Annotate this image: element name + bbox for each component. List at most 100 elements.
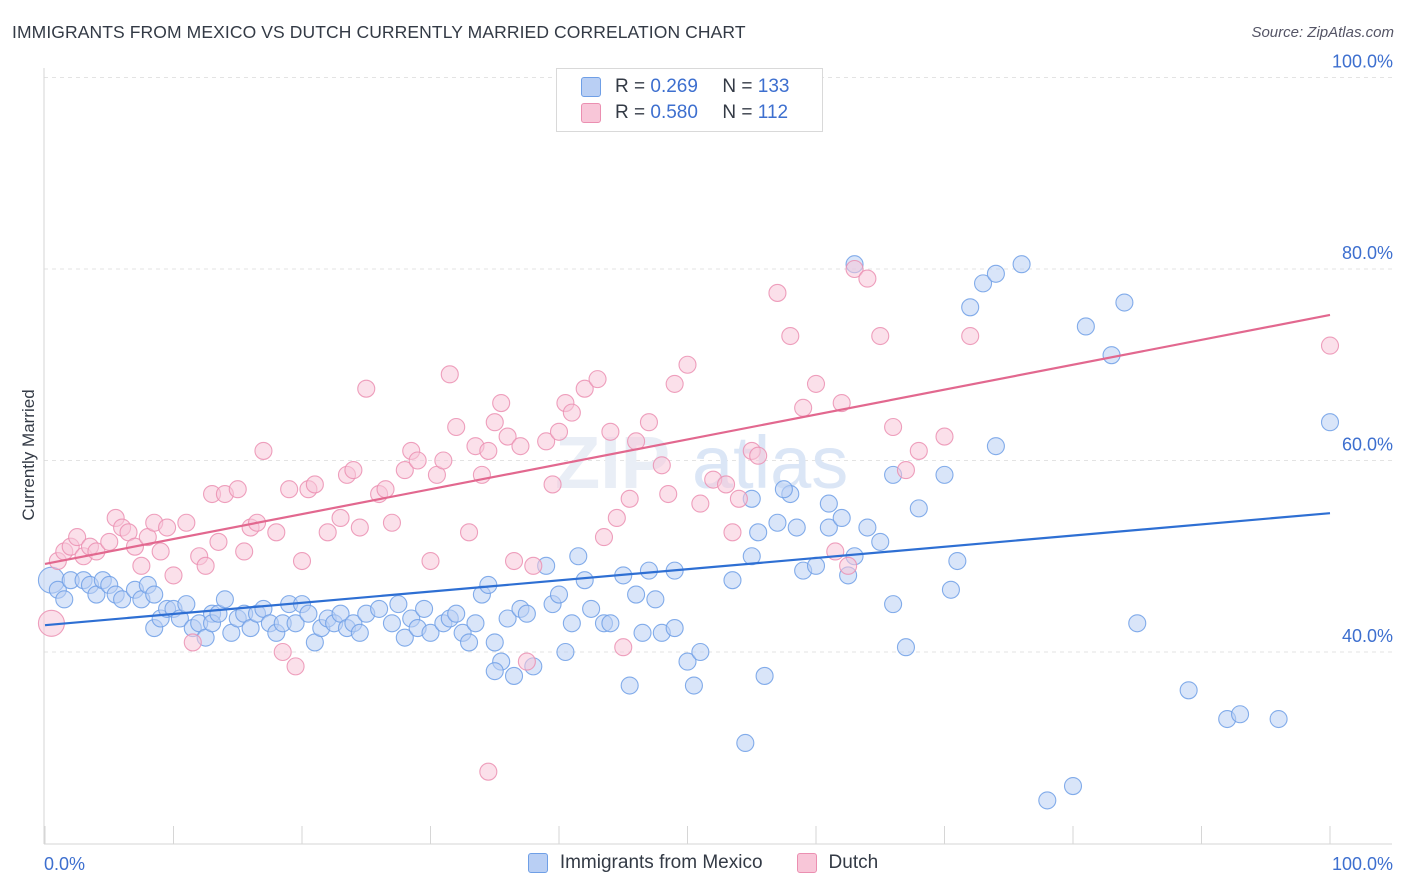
- dutch-point: [344, 461, 363, 480]
- legend-label-mexico: Immigrants from Mexico: [559, 852, 763, 873]
- x-tick-label: 0.0%: [44, 854, 85, 874]
- mexico-point: [871, 532, 890, 551]
- legend-swatch-dutch: [581, 103, 601, 123]
- mexico-point: [858, 518, 877, 537]
- mexico-point: [504, 666, 524, 685]
- mexico-point: [350, 623, 369, 642]
- mexico-point: [395, 628, 414, 647]
- legend-item-dutch[interactable]: Dutch: [796, 852, 879, 874]
- mexico-point: [909, 499, 928, 518]
- y-axis-title: Currently Married: [19, 389, 38, 520]
- mexico-point: [459, 633, 479, 652]
- dutch-point: [1320, 336, 1340, 355]
- dutch-point: [177, 513, 196, 532]
- dutch-point: [537, 432, 556, 451]
- legend-row-dutch: R = 0.580 N = 112: [581, 100, 788, 126]
- dutch-point: [434, 451, 453, 470]
- dutch-point: [357, 379, 376, 398]
- dutch-point: [440, 365, 459, 384]
- mexico-point: [562, 614, 581, 633]
- dutch-point: [543, 475, 562, 494]
- y-tick-label: 60.0%: [1342, 435, 1393, 455]
- dutch-point: [151, 542, 170, 561]
- mexico-point: [620, 676, 639, 695]
- mexico-point: [447, 604, 466, 623]
- series-mexico-points: [37, 255, 1340, 810]
- mexico-point: [382, 614, 402, 633]
- mexico-point: [749, 523, 768, 542]
- legend-row-mexico: R = 0.269 N = 133: [581, 74, 789, 100]
- mexico-point: [646, 590, 665, 609]
- dutch-point: [723, 523, 742, 542]
- tick-labels: 40.0% 60.0% 80.0% 100.0% 0.0% 100.0%: [44, 52, 1393, 875]
- mexico-point: [973, 274, 993, 293]
- dutch-point: [504, 551, 524, 571]
- legend-swatch-mexico: [527, 853, 548, 873]
- dutch-point: [235, 542, 254, 561]
- dutch-point: [350, 518, 369, 537]
- legend-label-dutch: Dutch: [828, 852, 879, 873]
- dutch-point: [331, 508, 350, 528]
- dutch-point: [164, 566, 183, 585]
- dutch-point: [665, 374, 684, 393]
- dutch-point: [280, 480, 299, 499]
- dutch-point: [601, 422, 620, 441]
- correlation-legend: R = 0.269 N = 133 R = 0.580 N = 112: [556, 68, 823, 132]
- dutch-point: [447, 417, 466, 437]
- series-legend: Immigrants from Mexico Dutch: [0, 852, 1406, 874]
- mexico-point: [948, 551, 967, 571]
- mexico-point: [1128, 614, 1147, 633]
- legend-r-label: R =: [615, 102, 646, 123]
- mexico-point: [1179, 681, 1198, 700]
- dutch-point: [511, 437, 530, 456]
- mexico-point: [517, 604, 536, 623]
- dutch-point: [549, 422, 569, 441]
- mexico-point: [286, 614, 305, 633]
- dutch-point: [614, 638, 633, 657]
- mexico-point: [755, 666, 774, 685]
- dutch-point: [832, 393, 851, 413]
- legend-swatch-dutch: [796, 853, 817, 873]
- series-dutch-points: [37, 259, 1340, 781]
- trend-lines: [44, 313, 1331, 627]
- legend-r-value: 0.269: [650, 76, 698, 97]
- mexico-point: [215, 590, 234, 609]
- dutch-point: [691, 494, 710, 513]
- mexico-point: [806, 556, 826, 575]
- dutch-point: [588, 370, 607, 389]
- mexico-point: [370, 599, 389, 618]
- dutch-point: [158, 518, 177, 537]
- dutch-point: [254, 441, 273, 460]
- dutch-point: [517, 652, 536, 671]
- mexico-point: [896, 638, 916, 657]
- dutch-point: [639, 413, 659, 432]
- legend-swatch-mexico: [581, 77, 601, 97]
- dutch-point: [781, 326, 800, 346]
- dutch-point: [620, 489, 639, 508]
- x-tick-label: 100.0%: [1332, 854, 1393, 874]
- mexico-point: [389, 595, 408, 614]
- legend-item-mexico[interactable]: Immigrants from Mexico: [527, 852, 763, 874]
- mexico-point: [582, 599, 601, 618]
- mexico-point: [601, 614, 620, 633]
- dutch-point: [318, 523, 337, 542]
- dutch-point: [292, 551, 312, 571]
- legend-n-value: 133: [757, 76, 790, 97]
- y-tick-label: 40.0%: [1342, 626, 1393, 646]
- dutch-point: [68, 528, 87, 547]
- dutch-point: [395, 461, 414, 480]
- legend-r-label: R =: [615, 76, 646, 97]
- mexico-point: [1115, 293, 1134, 312]
- mexico-point: [884, 595, 903, 614]
- dutch-point: [459, 523, 479, 542]
- mexico-point: [113, 590, 132, 609]
- mexico-point: [421, 623, 440, 642]
- mexico-point: [941, 580, 960, 599]
- dutch-point: [594, 528, 614, 547]
- dutch-point: [498, 427, 517, 446]
- dutch-point: [871, 326, 890, 346]
- mexico-point: [986, 264, 1005, 283]
- dutch-point: [607, 508, 626, 528]
- mexico-point: [819, 494, 838, 513]
- mexico-point: [466, 614, 485, 633]
